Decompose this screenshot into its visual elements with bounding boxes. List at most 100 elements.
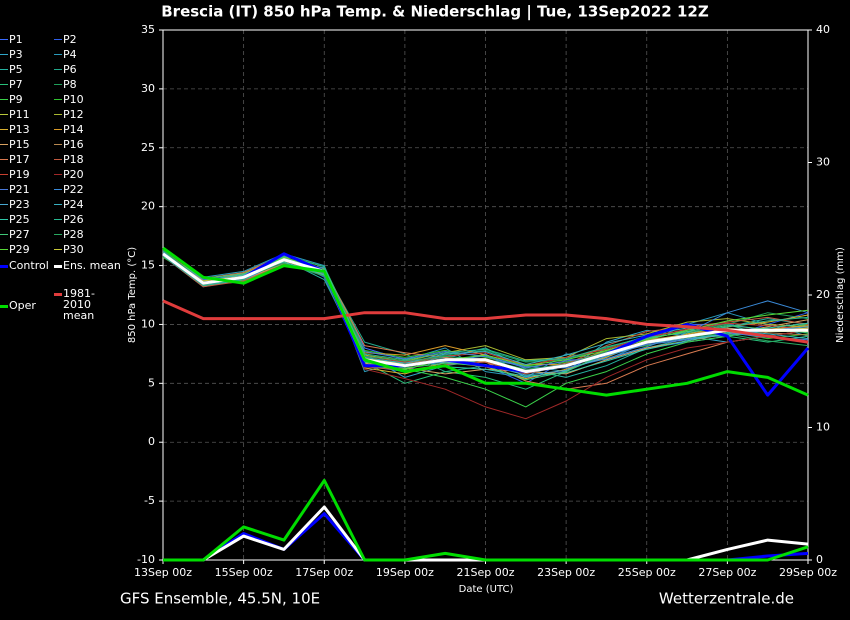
legend-label: P16 [63,138,84,151]
legend-swatch [0,249,8,250]
x-tick-label: 19Sep 00z [376,566,434,579]
legend-swatch [0,39,8,40]
legend-label: P18 [63,153,84,166]
legend-label: P1 [9,33,23,46]
x-tick-label: 13Sep 00z [134,566,192,579]
legend-label: P7 [9,78,23,91]
legend-item: P7 [0,79,69,90]
legend-label: P25 [9,213,30,226]
y-tick-label: 5 [148,376,155,389]
x-tick-label: 15Sep 00z [215,566,273,579]
legend-swatch [54,144,62,145]
legend-item: P25 [0,214,69,225]
legend-label: P10 [63,93,84,106]
legend-item: P23 [0,199,69,210]
y-tick-label: 0 [148,435,155,448]
y-tick-label: 15 [141,259,155,272]
legend-label: P8 [63,78,77,91]
legend-item: 1981-2010 mean [54,288,119,321]
legend-swatch [54,159,62,160]
legend-item: P4 [54,49,123,60]
legend-item: P22 [54,184,123,195]
y-tick-label: 35 [141,23,155,36]
legend-swatch [54,204,62,205]
legend-swatch [0,99,8,100]
y-tick-label: -10 [137,553,155,566]
y2-tick-label: 0 [816,553,823,566]
legend-item: P26 [54,214,123,225]
legend-label: P12 [63,108,84,121]
legend-item: P24 [54,199,123,210]
legend-item: P28 [54,229,123,240]
temp-line [162,299,809,344]
legend-item: P30 [54,244,123,255]
legend-label: P27 [9,228,30,241]
legend-label: 1981-2010 mean [63,287,95,322]
legend-item: P6 [54,64,123,75]
legend-swatch [54,99,62,100]
y-tick-label: 10 [141,317,155,330]
legend-swatch [54,114,62,115]
y2-tick-label: 20 [816,288,830,301]
legend-label: Oper [9,299,36,312]
legend-swatch [0,265,8,268]
y-tick-label: 30 [141,82,155,95]
legend-label: P3 [9,48,23,61]
legend-swatch [54,39,62,40]
legend-item: P14 [54,124,123,135]
legend-item: P20 [54,169,123,180]
precip-line [163,479,809,562]
legend-label: P4 [63,48,77,61]
legend-item: P18 [54,154,123,165]
legend-label: P2 [63,33,77,46]
legend-label: P22 [63,183,84,196]
legend-swatch [0,129,8,130]
legend-swatch [54,249,62,250]
legend-swatch [54,234,62,235]
legend-item: P1 [0,34,69,45]
legend-item: P9 [0,94,69,105]
legend-swatch [0,305,8,308]
legend-swatch [0,159,8,160]
legend-label: P11 [9,108,30,121]
legend-swatch [0,219,8,220]
legend-swatch [54,54,62,55]
y2-tick-label: 40 [816,23,830,36]
legend-item: P27 [0,229,69,240]
legend-swatch [0,204,8,205]
x-tick-label: 17Sep 00z [295,566,353,579]
legend-item: P8 [54,79,123,90]
legend-swatch [0,54,8,55]
legend-item: P11 [0,109,69,120]
x-tick-label: 27Sep 00z [698,566,756,579]
legend-swatch [0,234,8,235]
y-axis-label: 850 hPa Temp. (°C) [127,247,138,343]
footer-right: Wetterzentrale.de [659,590,794,608]
legend-label: P28 [63,228,84,241]
y2-tick-label: 10 [816,421,830,434]
legend-label: P13 [9,123,30,136]
legend-label: P15 [9,138,30,151]
legend-label: P5 [9,63,23,76]
legend-swatch [0,189,8,190]
legend-label: P26 [63,213,84,226]
legend-label: P21 [9,183,30,196]
chart-title: Brescia (IT) 850 hPa Temp. & Niederschla… [161,3,709,22]
legend-item: Control [0,260,69,271]
legend-item: Ens. mean [54,260,123,271]
legend-label: P30 [63,243,84,256]
legend-item: P19 [0,169,69,180]
footer-left: GFS Ensemble, 45.5N, 10E [120,590,320,608]
x-axis-label: Date (UTC) [459,584,514,595]
legend-item: P17 [0,154,69,165]
legend-label: P17 [9,153,30,166]
legend-label: Ens. mean [63,259,121,272]
legend-label: P20 [63,168,84,181]
legend-item: P12 [54,109,123,120]
legend-swatch [54,219,62,220]
y2-axis-label: Niederschlag (mm) [835,247,846,343]
legend-label: P24 [63,198,84,211]
legend-swatch [54,69,62,70]
